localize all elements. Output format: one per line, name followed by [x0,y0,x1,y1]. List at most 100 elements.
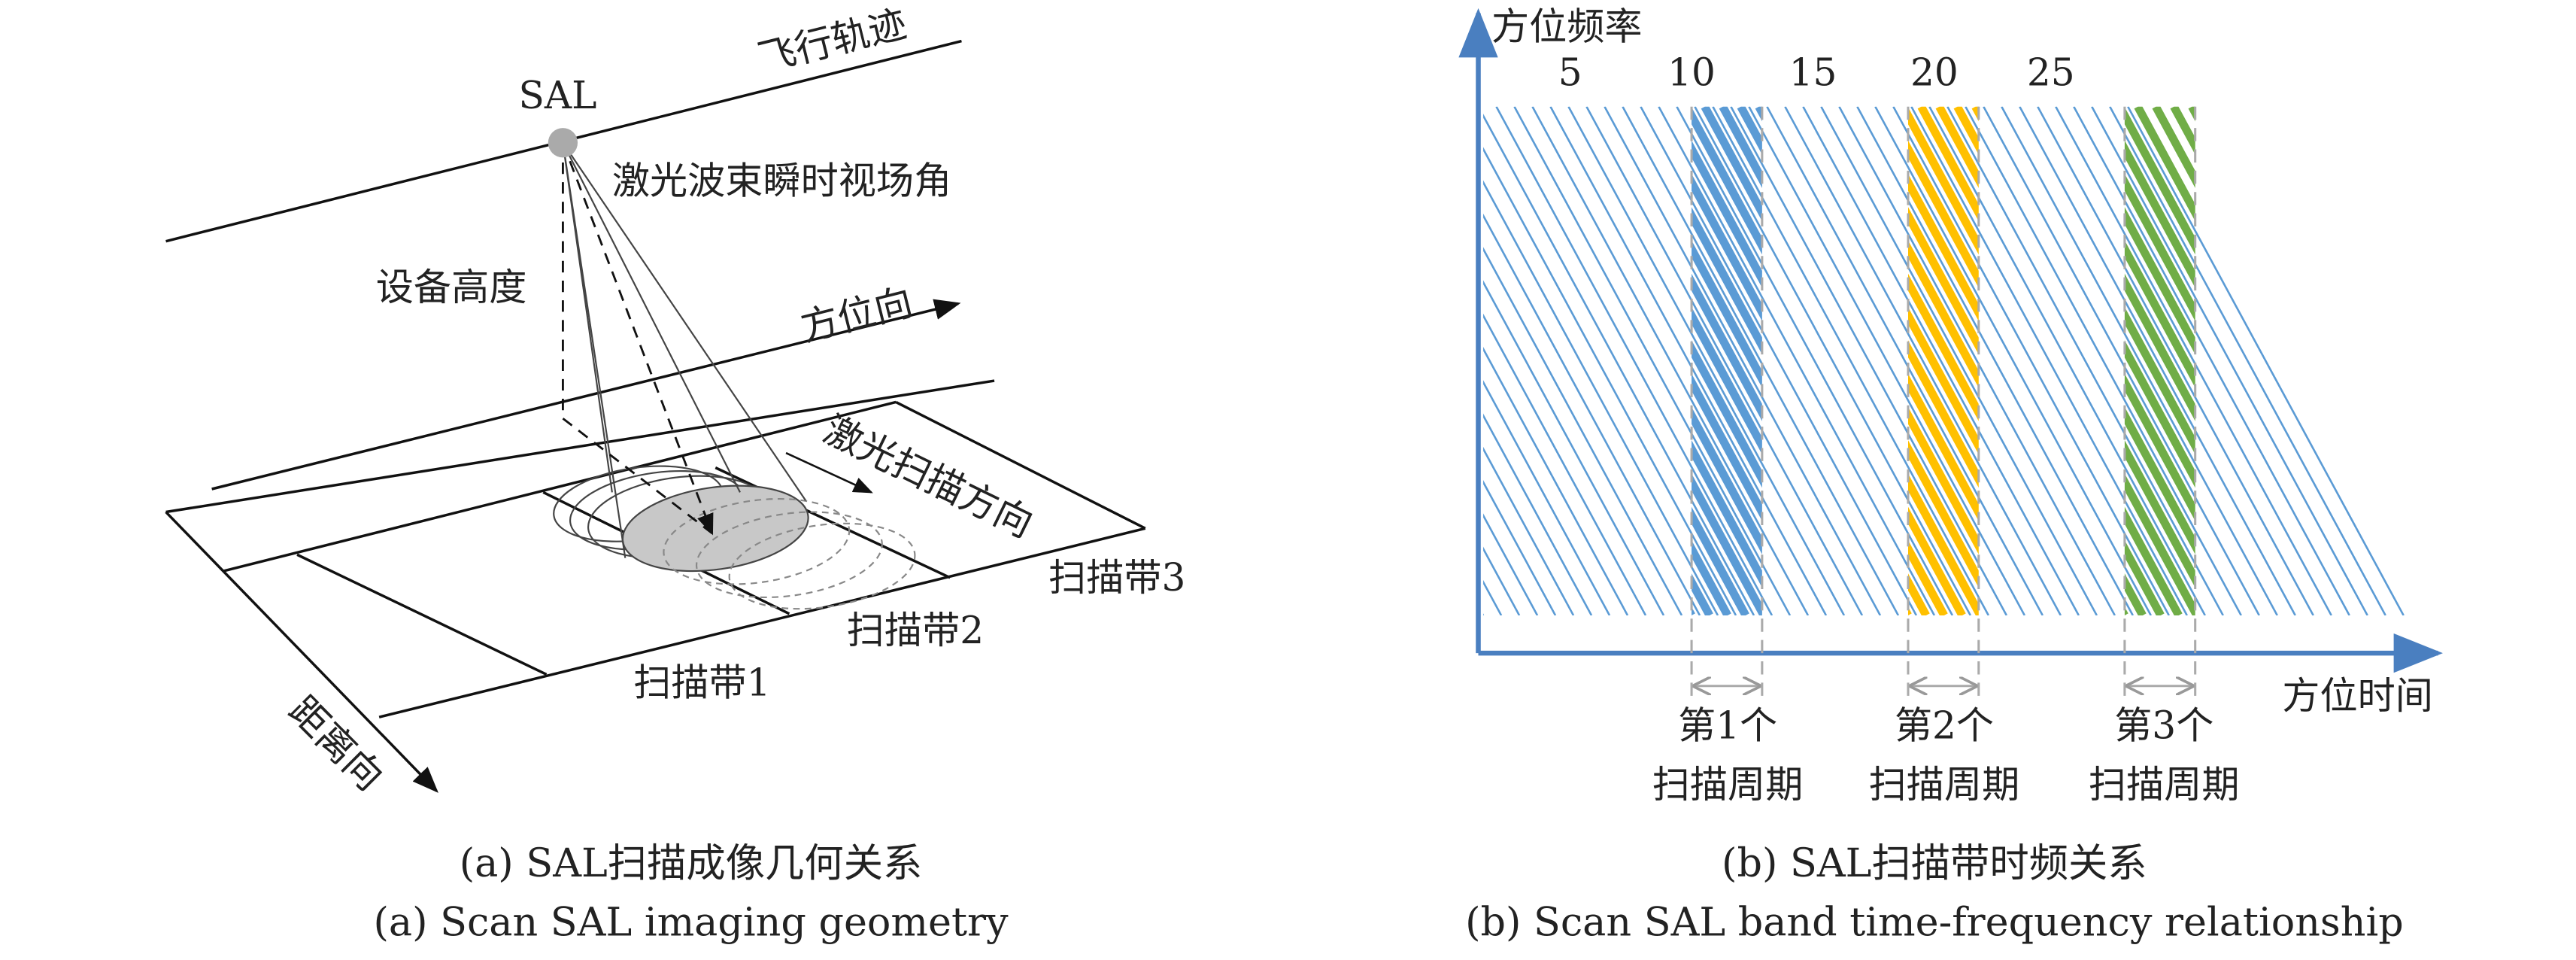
stripe [2073,106,2350,615]
stripe [1692,406,1762,554]
stripe [2124,307,2195,455]
label: 扫描带3 [1048,555,1185,600]
freq-label: 20 [1910,50,1959,94]
stripe [1604,106,1882,615]
freq-label: 5 [1558,50,1582,94]
stripe [1513,106,1792,615]
caption: (a) Scan SAL imaging geometry [373,900,1009,946]
caption: (b) SAL扫描带时频关系 [1722,840,2147,886]
stripe [2055,106,2332,615]
stripe [1483,347,1629,615]
stripe [1983,106,2260,615]
stripe [1658,106,1936,615]
stripe [1784,106,2062,615]
stripe [1856,106,2134,615]
stripe [1907,406,1979,554]
stripe [2124,173,2195,321]
stripes [1907,106,1979,615]
stripe [1965,106,2242,615]
stripe [1907,173,1979,321]
stripe [1907,506,1966,615]
stripe [1907,240,1979,388]
stripe [1495,106,1773,615]
stripe [2124,273,2195,421]
stripe [2124,240,2195,388]
period-label: 第1个 [1678,703,1777,747]
stripe [1907,340,1979,488]
stripe [1712,106,1990,615]
stripe [1483,413,1593,615]
stripe [1730,106,2008,615]
stripe [1483,147,1737,615]
stripe [1910,106,2188,615]
stripe [2124,506,2183,615]
stripe [1567,106,1846,615]
stripe [2124,406,2195,554]
stripe [2134,106,2195,222]
stripe [1692,440,1762,588]
stripe [1483,247,1683,615]
y-label: 方位频率 [1491,4,1643,48]
label: 距离向 [281,688,392,799]
freq-label: 15 [1789,50,1837,94]
stripe [1692,373,1762,521]
stripe [1892,106,2170,615]
stripe [1766,106,2044,615]
stripe [1907,440,1979,588]
stripe [1692,307,1762,455]
period-label: 第3个 [2114,703,2213,747]
stripe [1483,213,1701,615]
stripe [1483,480,1557,615]
stripe [1483,513,1539,615]
label: 扫描带2 [847,608,984,652]
stripe [1907,207,1979,355]
stripe [2124,140,2195,288]
stripe [1531,106,1810,615]
stripe [1907,473,1979,615]
stripe [1483,313,1647,615]
label: SAL [519,73,597,117]
stripe [1874,106,2152,615]
stripe [1549,106,1828,615]
period-label: 扫描周期 [1652,762,1804,807]
stripes [2124,106,2195,615]
stripe [2170,106,2195,155]
stripe [1585,106,1864,615]
label: 方位向 [796,279,917,350]
stripe [1676,106,1954,615]
label: 设备高度 [376,265,527,309]
stripe [2124,473,2195,615]
stripe [1755,106,1762,122]
stripe [1907,606,1912,615]
geometry-diagram [165,39,1146,793]
stripe [1483,180,1719,615]
period-label: 第2个 [1895,703,1994,747]
axes [1458,8,2444,673]
stripe [1838,106,2116,615]
x-label: 方位时间 [2282,673,2433,718]
caption: (b) Scan SAL band time-frequency relatio… [1465,900,2404,946]
stripe [1692,573,1713,615]
stripe [1694,106,1972,615]
stripe [1692,107,1762,255]
stripe [1692,506,1749,615]
stripe [2124,606,2128,615]
stripe [2001,106,2278,615]
stripes [1692,106,1762,615]
stripe [1640,106,1918,615]
label: 激光波束瞬时视场角 [612,158,951,202]
stripe [1692,340,1762,488]
stripe [1483,114,1755,615]
stripe [1917,106,1979,222]
stripe [2019,106,2296,615]
stripe [1748,106,2026,615]
label: 飞行轨迹 [754,1,911,81]
stripe [2109,106,2386,615]
stripe [1802,106,2080,615]
period-label: 扫描周期 [1869,762,2020,807]
stripe [2124,207,2195,355]
stripe [2124,107,2195,255]
stripe [1483,579,1503,615]
stripe [2037,106,2314,615]
